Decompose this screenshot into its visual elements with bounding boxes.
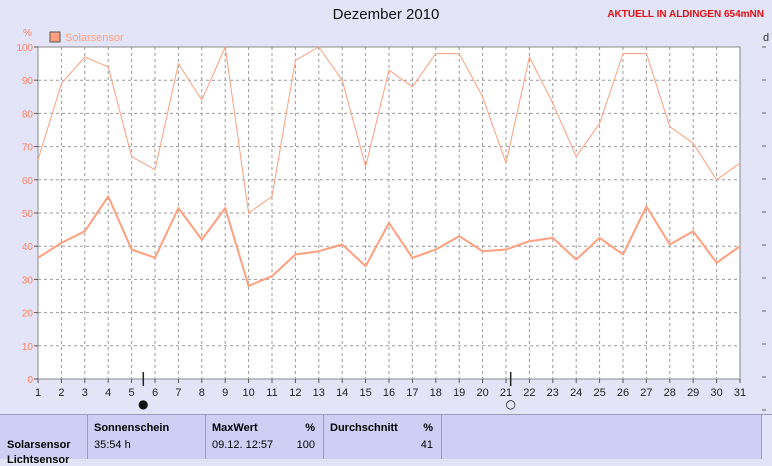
maxwert-unit: % [305,422,315,434]
x-tick-label: 27 [640,387,652,399]
legend-label: Solarsensor [65,32,124,44]
maxwert-col: MaxWert % 09.12. 12:57 100 [206,415,324,459]
series-line-max [37,46,741,214]
sonnenschein-header: Sonnenschein [94,422,170,434]
x-tick-label: 17 [406,387,418,399]
y-tick-label: 10 [22,342,34,353]
x-tick-label: 23 [547,387,559,399]
maxwert-date: 09.12. 12:57 [212,439,274,451]
y-tick-label: 100 [16,43,33,54]
x-tick-label: 7 [175,387,181,399]
durchschnitt-unit: % [423,422,433,434]
x-tick-label: 6 [152,387,158,399]
series-line-mean [37,195,741,287]
right-axis-label: d [763,32,769,44]
x-tick-label: 16 [383,387,395,399]
x-tick-label: 28 [664,387,676,399]
y-tick-label: 70 [22,143,34,154]
summary-panel: Solarsensor Lichtsensor Sonnenschein 35:… [0,414,772,466]
durchschnitt-value: 41 [420,439,433,451]
x-tick-label: 5 [129,387,135,399]
maxwert-header: MaxWert [212,422,258,434]
x-tick-label: 22 [523,387,535,399]
y-tick-label: 50 [22,209,34,220]
x-tick-label: 30 [710,387,722,399]
x-tick-label: 12 [289,387,301,399]
y-tick-label: 40 [22,242,34,253]
x-tick-label: 15 [359,387,371,399]
x-tick-label: 4 [105,387,111,399]
row-label-cut: Lichtsensor [7,454,70,466]
x-tick-label: 25 [593,387,605,399]
x-tick-label: 20 [476,387,488,399]
legend: Solarsensor [49,31,124,44]
x-tick-label: 3 [82,387,88,399]
x-tick-label: 31 [734,387,746,399]
x-tick-label: 26 [617,387,629,399]
x-tick-label: 1 [35,387,41,399]
y-tick-label: 80 [22,109,34,120]
y-tick-label: 20 [22,309,34,320]
y-tick-label: 30 [22,275,34,286]
moon-new-icon: ○ [505,397,515,411]
y-tick-label: 90 [22,76,34,87]
x-tick-label: 10 [242,387,254,399]
x-tick-label: 13 [313,387,325,399]
grid-lines [38,47,740,379]
x-tick-label: 11 [266,387,277,399]
chart-title: Dezember 2010 [332,6,440,23]
durchschnitt-header: Durchschnitt [330,422,398,434]
maxwert-value: 100 [296,439,315,451]
y-axis: 0 10 20 30 40 50 60 70 80 90 100 [16,43,38,386]
sonnenschein-col: Sonnenschein 35:54 h [88,415,206,459]
summary-label-col: Solarsensor Lichtsensor [0,415,88,466]
x-axis: 1 2 3 4 5 6 7 8 9 10 11 12 13 14 15 16 17 18 19 20 21 22 23 24 2… [35,379,746,399]
station-link[interactable]: AKTUELL IN ALDINGEN 654mNN [607,9,764,20]
x-tick-label: 9 [222,387,228,399]
moon-full-icon: ● [138,397,148,411]
legend-swatch [49,31,61,43]
x-tick-label: 18 [430,387,442,399]
durchschnitt-col: Durchschnitt % 41 [324,415,442,459]
sonnenschein-value: 35:54 h [94,439,131,451]
x-tick-label: 19 [453,387,465,399]
x-tick-label: 21 [500,387,512,399]
y-axis-label: % [23,28,32,39]
moon-phases: ● ○ [138,372,516,411]
x-tick-label: 2 [58,387,64,399]
series-group [37,46,741,287]
x-tick-label: 14 [336,387,348,399]
y-tick-label: 0 [27,375,33,386]
x-tick-label: 24 [570,387,582,399]
x-tick-label: 29 [687,387,699,399]
right-axis: d [762,32,769,411]
y-tick-label: 60 [22,176,34,187]
row-label: Solarsensor [7,439,71,451]
x-tick-label: 8 [199,387,205,399]
summary-empty-col [442,415,762,459]
